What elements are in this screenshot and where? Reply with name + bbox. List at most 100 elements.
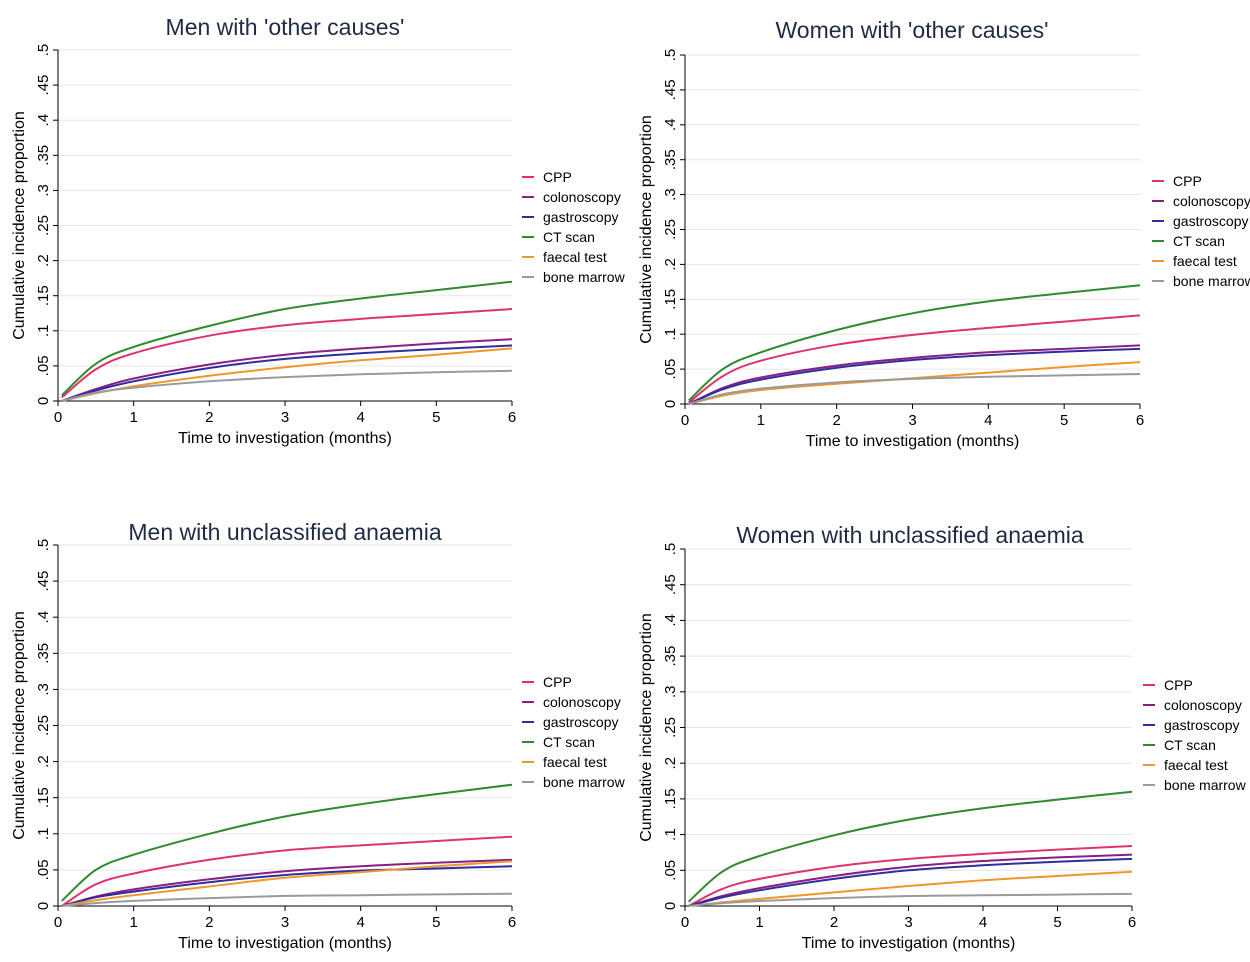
series-line-cpp-men-unclassified	[61, 835, 513, 907]
y-tick-label-men-unclassified-6: .3	[35, 683, 52, 696]
y-tick-label-men-other-4: .2	[35, 254, 52, 267]
legend-label-bone-marrow-men-other: bone marrow	[543, 269, 625, 285]
y-tick-label-men-other-2: .1	[35, 325, 52, 338]
x-tick-label-women-unclassified-1: 1	[755, 914, 763, 931]
y-tick-label-men-other-5: .25	[35, 215, 52, 236]
x-axis-label-women-other: Time to investigation (months)	[806, 433, 1020, 450]
series-line-gastroscopy-men-unclassified	[61, 865, 513, 907]
legend-label-faecal-test-men-unclassified: faecal test	[543, 754, 607, 770]
x-tick-label-men-other-5: 5	[432, 409, 440, 426]
series-line-bone-marrow-men-unclassified	[61, 892, 513, 907]
legend-label-cpp-women-unclassified: CPP	[1164, 677, 1193, 693]
x-tick-label-men-other-3: 3	[281, 409, 289, 426]
x-tick-label-women-other-2: 2	[832, 412, 840, 429]
y-tick-label-women-unclassified-2: .1	[662, 828, 679, 841]
legend-label-cpp-men-other: CPP	[543, 169, 572, 185]
legend-label-ct-scan-men-other: CT scan	[543, 229, 595, 245]
series-line-bone-marrow-women-other	[688, 373, 1141, 405]
y-tick-label-men-other-7: .35	[35, 145, 52, 166]
legend-label-faecal-test-men-other: faecal test	[543, 249, 607, 265]
y-tick-label-men-unclassified-0: 0	[35, 902, 52, 910]
y-axis-label-men-other: Cumulative incidence proportion	[11, 111, 28, 340]
x-tick-label-women-other-6: 6	[1136, 412, 1144, 429]
chart-panel-women-unclassified-anaemia: 0 .05 .1 .15 .2 .25 .3 .35 .4 .45 .5 0 1 2 3 4 5 6 Women w…	[638, 522, 1247, 952]
series-line-ct-scan-women-unclassified	[688, 790, 1133, 903]
series-line-gastroscopy-men-other	[61, 344, 513, 402]
legend-label-bone-marrow-women-other: bone marrow	[1173, 273, 1250, 289]
x-tick-label-men-other-2: 2	[205, 409, 213, 426]
y-tick-label-women-unclassified-3: .15	[662, 788, 679, 809]
x-tick-label-women-unclassified-4: 4	[979, 914, 987, 931]
x-tick-label-men-unclassified-1: 1	[129, 914, 137, 931]
y-tick-label-women-other-6: .3	[662, 188, 679, 201]
y-tick-label-women-other-3: .15	[662, 289, 679, 310]
y-tick-label-women-other-10: .5	[662, 49, 679, 62]
series-line-cpp-women-unclassified	[688, 845, 1133, 907]
x-tick-label-women-unclassified-0: 0	[681, 914, 689, 931]
series-line-ct-scan-men-unclassified	[61, 783, 513, 902]
y-tick-label-men-unclassified-9: .45	[35, 571, 52, 592]
y-tick-label-women-unclassified-8: .4	[662, 614, 679, 627]
y-tick-label-men-unclassified-1: .05	[35, 859, 52, 880]
legend-label-gastroscopy-women-other: gastroscopy	[1173, 213, 1248, 229]
x-tick-label-women-other-4: 4	[984, 412, 992, 429]
y-tick-label-women-other-1: .05	[662, 359, 679, 380]
y-tick-label-women-other-4: .2	[662, 258, 679, 271]
y-tick-label-women-unclassified-6: .3	[662, 686, 679, 699]
y-tick-label-men-unclassified-4: .2	[35, 755, 52, 768]
y-tick-label-women-unclassified-1: .05	[662, 860, 679, 881]
chart-title-women-other: Women with 'other causes'	[776, 17, 1049, 43]
legend-label-colonoscopy-men-other: colonoscopy	[543, 189, 621, 205]
legend-label-gastroscopy-women-unclassified: gastroscopy	[1164, 717, 1239, 733]
series-line-colonoscopy-women-other	[688, 344, 1141, 405]
series-line-gastroscopy-women-other	[688, 347, 1141, 405]
legend-label-colonoscopy-women-unclassified: colonoscopy	[1164, 697, 1242, 713]
y-tick-label-women-unclassified-7: .35	[662, 646, 679, 667]
y-axis-label-men-unclassified: Cumulative incidence proportion	[11, 611, 28, 840]
legend-label-faecal-test-women-unclassified: faecal test	[1164, 757, 1228, 773]
series-line-cpp-men-other	[61, 308, 513, 399]
x-tick-label-men-unclassified-3: 3	[281, 914, 289, 931]
y-tick-label-men-other-8: .4	[35, 114, 52, 127]
series-line-gastroscopy-women-unclassified	[688, 857, 1133, 907]
x-axis-label-men-unclassified: Time to investigation (months)	[178, 935, 392, 952]
x-tick-label-women-unclassified-3: 3	[904, 914, 912, 931]
y-axis-label-women-unclassified: Cumulative incidence proportion	[638, 613, 655, 842]
legend-label-cpp-women-other: CPP	[1173, 173, 1202, 189]
series-line-colonoscopy-men-other	[61, 338, 513, 402]
series-line-colonoscopy-women-unclassified	[688, 853, 1133, 907]
chart-panel-men-other-causes: 0 .05 .1 .15 .2 .25 .3 .35 .4 .45 .5 0 1 2 3 4 5 6 Men wit…	[11, 14, 625, 447]
y-tick-label-men-unclassified-5: .25	[35, 715, 52, 736]
x-axis-label-men-other: Time to investigation (months)	[178, 430, 392, 447]
y-tick-label-women-unclassified-5: .25	[662, 717, 679, 738]
legend-label-ct-scan-women-other: CT scan	[1173, 233, 1225, 249]
legend-label-colonoscopy-women-other: colonoscopy	[1173, 193, 1250, 209]
x-tick-label-men-other-4: 4	[356, 409, 364, 426]
x-tick-label-women-other-1: 1	[757, 412, 765, 429]
y-tick-label-men-unclassified-10: .5	[35, 539, 52, 552]
y-tick-label-women-other-8: .4	[662, 119, 679, 132]
x-tick-label-women-other-5: 5	[1060, 412, 1068, 429]
y-tick-label-men-other-10: .5	[35, 44, 52, 57]
legend-label-cpp-men-unclassified: CPP	[543, 674, 572, 690]
y-tick-label-women-unclassified-9: .45	[662, 574, 679, 595]
y-tick-label-women-other-2: .1	[662, 328, 679, 341]
y-tick-label-women-other-7: .35	[662, 149, 679, 170]
y-tick-label-men-unclassified-3: .15	[35, 787, 52, 808]
y-tick-label-men-other-6: .3	[35, 184, 52, 197]
y-tick-label-women-unclassified-10: .5	[662, 543, 679, 556]
series-line-faecal-test-men-unclassified	[61, 860, 513, 907]
y-tick-label-women-other-0: 0	[662, 400, 679, 408]
legend-label-ct-scan-men-unclassified: CT scan	[543, 734, 595, 750]
y-tick-label-men-other-3: .15	[35, 285, 52, 306]
chart-title-men-other: Men with 'other causes'	[166, 14, 405, 40]
y-tick-label-men-other-0: 0	[35, 397, 52, 405]
x-tick-label-men-unclassified-4: 4	[356, 914, 364, 931]
y-axis-label-women-other: Cumulative incidence proportion	[638, 115, 655, 344]
legend-label-faecal-test-women-other: faecal test	[1173, 253, 1237, 269]
y-tick-label-men-unclassified-2: .1	[35, 828, 52, 841]
y-tick-label-women-other-5: .25	[662, 219, 679, 240]
legend-label-bone-marrow-women-unclassified: bone marrow	[1164, 777, 1247, 793]
y-tick-label-women-unclassified-4: .2	[662, 757, 679, 770]
